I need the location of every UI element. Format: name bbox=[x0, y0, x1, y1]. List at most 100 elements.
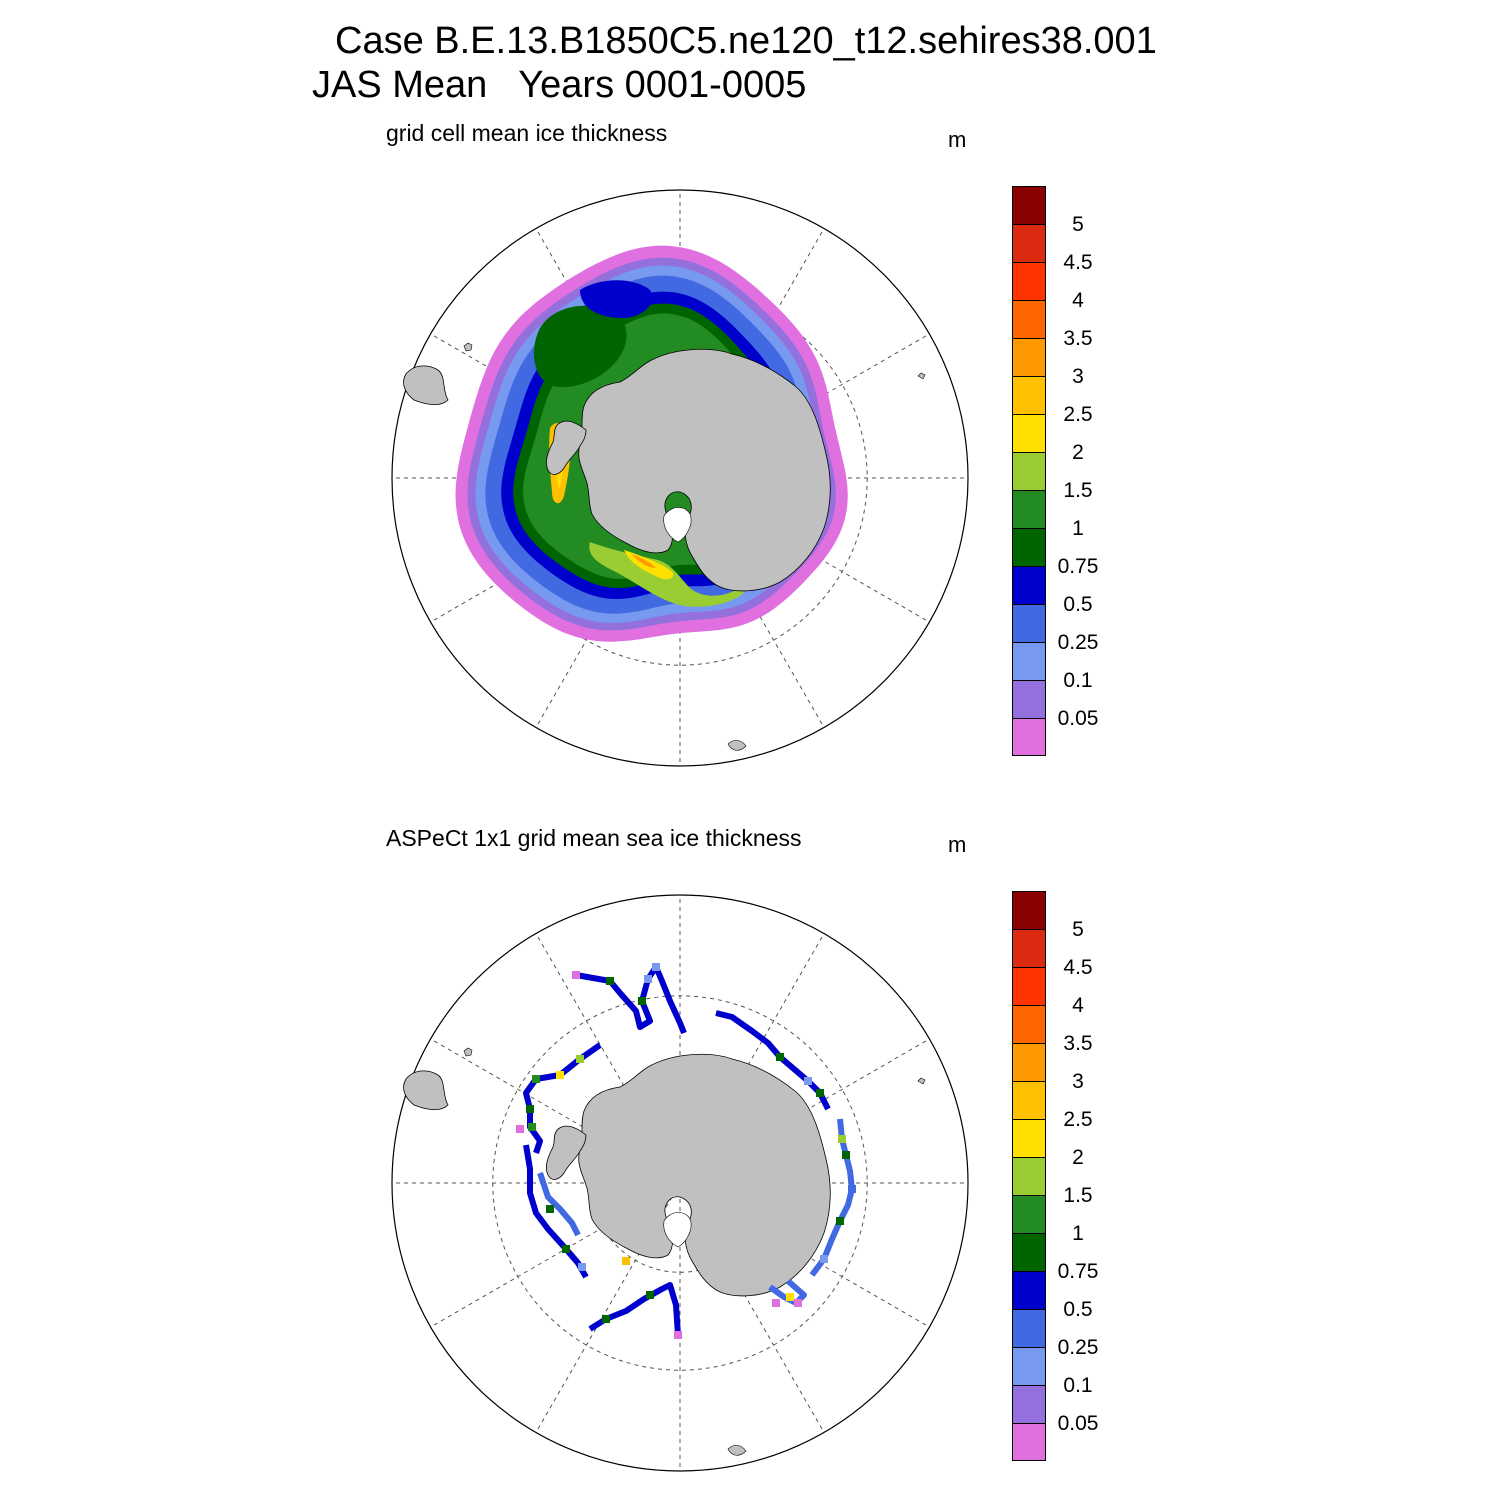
colorbar-tick-label: 0.1 bbox=[1063, 1374, 1093, 1397]
colorbar-swatch bbox=[1012, 967, 1046, 1005]
observation-cell bbox=[652, 963, 660, 971]
colorbar-tick-label: 4 bbox=[1072, 994, 1084, 1017]
colorbar-swatch bbox=[1012, 718, 1046, 756]
observation-cell bbox=[576, 1055, 584, 1063]
new-zealand-landmass bbox=[727, 1445, 747, 1456]
colorbar-tick-label: 0.05 bbox=[1057, 707, 1099, 730]
observation-cell bbox=[622, 1257, 630, 1265]
colorbar-tick-label: 0.25 bbox=[1057, 1336, 1099, 1359]
observation-cell bbox=[786, 1293, 794, 1301]
polar-map-model bbox=[391, 189, 969, 767]
colorbar-model bbox=[1012, 186, 1046, 756]
colorbar-swatch bbox=[1012, 929, 1046, 967]
colorbar-swatch bbox=[1012, 1043, 1046, 1081]
colorbar-tick-label: 1 bbox=[1072, 517, 1084, 540]
colorbar-tick-label: 4.5 bbox=[1063, 956, 1093, 979]
colorbar-tick-label: 3.5 bbox=[1063, 1032, 1093, 1055]
colorbar-tick-label: 1 bbox=[1072, 1222, 1084, 1245]
observation-cell bbox=[848, 1185, 856, 1193]
units-label-aspect: m bbox=[948, 832, 967, 857]
observation-cell bbox=[644, 975, 652, 983]
observation-cell bbox=[562, 1245, 570, 1253]
landmasses bbox=[403, 342, 926, 751]
observation-cell bbox=[528, 1123, 536, 1131]
colorbar-swatch bbox=[1012, 1233, 1046, 1271]
colorbar-swatch bbox=[1012, 1119, 1046, 1157]
polar-map-aspect bbox=[391, 894, 969, 1472]
observation-cell bbox=[602, 1315, 610, 1323]
observation-cell bbox=[526, 1105, 534, 1113]
island-south-africa-side bbox=[917, 1077, 926, 1085]
landmasses bbox=[403, 1047, 926, 1456]
colorbar-swatch bbox=[1012, 1195, 1046, 1233]
observation-cell bbox=[572, 971, 580, 979]
panel-title-aspect: ASPeCt 1x1 grid mean sea ice thickness bbox=[386, 825, 802, 851]
panel-title-model: grid cell mean ice thickness bbox=[386, 120, 668, 146]
colorbar-tick-label: 1.5 bbox=[1063, 479, 1093, 502]
colorbar-swatch bbox=[1012, 1005, 1046, 1043]
colorbar-swatch bbox=[1012, 1309, 1046, 1347]
colorbar-tick-label: 5 bbox=[1072, 213, 1084, 236]
ship-track bbox=[523, 1144, 589, 1279]
colorbar-swatch bbox=[1012, 338, 1046, 376]
colorbar-tick-label: 2 bbox=[1072, 441, 1084, 464]
antarctic-peninsula bbox=[545, 1125, 587, 1180]
colorbar-tick-label: 0.5 bbox=[1063, 1298, 1093, 1321]
observation-cell bbox=[842, 1151, 850, 1159]
ship-track bbox=[809, 1118, 855, 1277]
weddell-sea-thick-ice bbox=[533, 305, 627, 388]
observation-cell bbox=[532, 1075, 540, 1083]
colorbar-swatch bbox=[1012, 490, 1046, 528]
colorbar-swatch bbox=[1012, 566, 1046, 604]
observation-cell bbox=[646, 1291, 654, 1299]
colorbar-tick-label: 0.05 bbox=[1057, 1412, 1099, 1435]
colorbar-aspect bbox=[1012, 891, 1046, 1461]
observation-cell bbox=[772, 1299, 780, 1307]
ship-track bbox=[523, 1042, 602, 1154]
observation-cell bbox=[794, 1299, 802, 1307]
observation-cell bbox=[674, 1331, 682, 1339]
colorbar-tick-label: 4.5 bbox=[1063, 251, 1093, 274]
observation-cell bbox=[776, 1053, 784, 1061]
observation-cell bbox=[546, 1205, 554, 1213]
falkland-islands bbox=[463, 342, 473, 352]
observation-cell bbox=[820, 1255, 828, 1263]
ross-sea-embayment bbox=[663, 507, 692, 543]
observation-cell bbox=[836, 1217, 844, 1225]
colorbar-swatch bbox=[1012, 1347, 1046, 1385]
colorbar-tick-label: 3 bbox=[1072, 1070, 1084, 1093]
observation-cell bbox=[578, 1263, 586, 1271]
units-label-model: m bbox=[948, 127, 967, 152]
colorbar-tick-label: 2.5 bbox=[1063, 1108, 1093, 1131]
colorbar-swatch bbox=[1012, 224, 1046, 262]
colorbar-swatch bbox=[1012, 300, 1046, 338]
colorbar-swatch bbox=[1012, 1385, 1046, 1423]
weddell-outer-ice bbox=[580, 280, 653, 318]
falkland-islands bbox=[463, 1047, 473, 1057]
colorbar-tick-label: 0.75 bbox=[1057, 555, 1099, 578]
colorbar-swatch bbox=[1012, 891, 1046, 929]
colorbar-swatch bbox=[1012, 604, 1046, 642]
colorbar-tick-label: 3 bbox=[1072, 365, 1084, 388]
colorbar-swatch bbox=[1012, 414, 1046, 452]
colorbar-tick-label: 0.25 bbox=[1057, 631, 1099, 654]
observation-cell bbox=[838, 1135, 846, 1143]
colorbar-swatch bbox=[1012, 1271, 1046, 1309]
observation-cell bbox=[816, 1089, 824, 1097]
colorbar-swatch bbox=[1012, 1423, 1046, 1461]
colorbar-tick-label: 3.5 bbox=[1063, 327, 1093, 350]
colorbar-swatch bbox=[1012, 186, 1046, 224]
ross-sea-embayment bbox=[663, 1212, 692, 1248]
colorbar-tick-label: 0.75 bbox=[1057, 1260, 1099, 1283]
colorbar-tick-label: 2.5 bbox=[1063, 403, 1093, 426]
colorbar-swatch bbox=[1012, 452, 1046, 490]
ship-track bbox=[537, 1172, 581, 1237]
colorbar-tick-label: 5 bbox=[1072, 918, 1084, 941]
observation-cell bbox=[556, 1071, 564, 1079]
south-america-landmass bbox=[403, 1070, 449, 1110]
antarctic-peninsula bbox=[545, 420, 587, 475]
colorbar-tick-label: 1.5 bbox=[1063, 1184, 1093, 1207]
south-america-landmass bbox=[403, 365, 449, 405]
observation-cell bbox=[606, 977, 614, 985]
observation-cell bbox=[804, 1077, 812, 1085]
